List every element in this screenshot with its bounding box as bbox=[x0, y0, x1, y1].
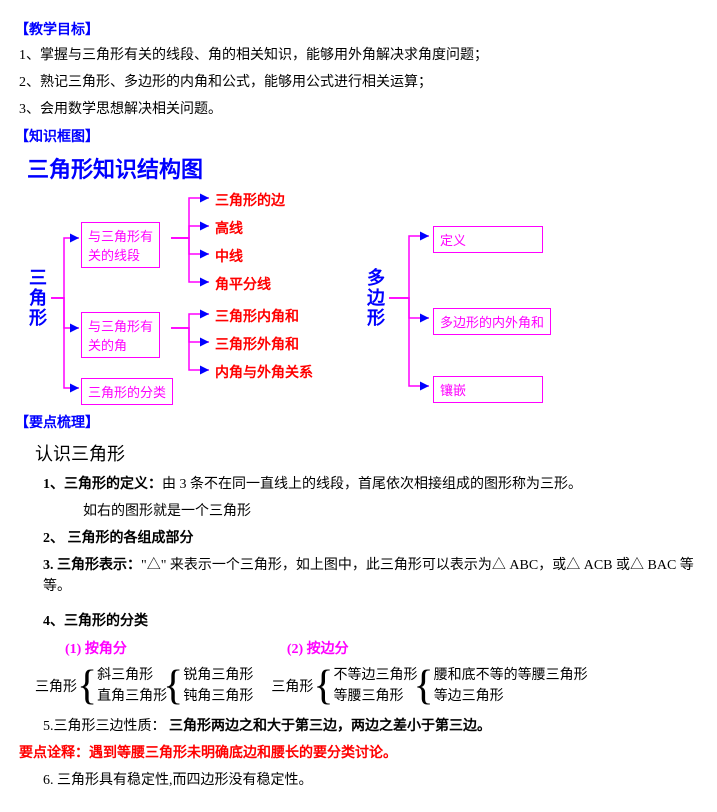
class-by-angle-label: (1) 按角分 bbox=[65, 638, 127, 658]
angle-l1-item: 斜三角形 bbox=[97, 665, 167, 686]
leaf-side: 三角形的边 bbox=[215, 190, 285, 210]
def-sub: 如右的图形就是一个三角形 bbox=[83, 501, 702, 522]
side-l1-item: 不等边三角形 bbox=[334, 665, 418, 686]
classify-line: 4、三角形的分类 bbox=[43, 611, 702, 632]
def-text: 由 3 条不在同一直线上的线段，首尾依次相接组成的图形称为三形。 bbox=[162, 477, 582, 492]
angle-classification: 三角形 { 斜三角形 直角三角形 { 锐角三角形 钝角三角形 bbox=[35, 662, 253, 710]
goal-item: 3、会用数学思想解决相关问题。 bbox=[19, 99, 702, 120]
leaf-altitude: 高线 bbox=[215, 218, 243, 238]
root-triangle-text: 三角形 bbox=[29, 268, 47, 328]
node-angles: 与三角形有 关的角 bbox=[81, 312, 160, 358]
node-classify: 三角形的分类 bbox=[81, 378, 173, 405]
sides-property: 5.三角形三边性质： 三角形两边之和大于第三边，两边之差小于第三边。 bbox=[43, 716, 702, 737]
def-label: 1、三角形的定义： bbox=[43, 477, 162, 492]
node-segments: 与三角形有 关的线段 bbox=[81, 222, 160, 268]
brace-icon: { bbox=[414, 662, 434, 710]
node-line: 关的角 bbox=[88, 335, 153, 354]
leaf-int-sum: 三角形内角和 bbox=[215, 306, 299, 326]
diagram-connectors bbox=[19, 188, 679, 408]
brace-icon: { bbox=[313, 662, 333, 710]
notation-line: 3. 三角形表示："△" 来表示一个三角形，如上图中，此三角形可以表示为△ AB… bbox=[43, 555, 702, 597]
side-l2-item: 腰和底不等的等腰三角形 bbox=[434, 665, 588, 686]
leaf-tessellation: 镶嵌 bbox=[433, 376, 543, 403]
leaf-bisector: 角平分线 bbox=[215, 274, 271, 294]
parts-line: 2、 三角形的各组成部分 bbox=[43, 528, 702, 549]
node-line: 关的线段 bbox=[88, 245, 153, 264]
recognize-title: 认识三角形 bbox=[35, 440, 702, 466]
sides-property-text: 三角形两边之和大于第三边，两边之差小于第三边。 bbox=[169, 719, 491, 734]
leaf-definition: 定义 bbox=[433, 226, 543, 253]
node-line: 与三角形有 bbox=[88, 316, 153, 335]
root-polygon-text: 多边形 bbox=[367, 268, 385, 328]
node-line: 与三角形有 bbox=[88, 226, 153, 245]
section-frame-header: 【知识框图】 bbox=[15, 126, 702, 146]
leaf-ext-sum: 三角形外角和 bbox=[215, 334, 299, 354]
notation-text: "△" 来表示一个三角形，如上图中，此三角形可以表示为△ ABC，或△ ACB … bbox=[43, 558, 694, 594]
root-triangle: 三角形 bbox=[29, 268, 47, 328]
leaf-median: 中线 bbox=[215, 246, 243, 266]
notation-label: 3. 三角形表示： bbox=[43, 558, 141, 573]
leaf-int-ext-rel: 内角与外角关系 bbox=[215, 362, 313, 382]
root-polygon: 多边形 bbox=[367, 268, 385, 328]
angle-l1-item: 直角三角形 bbox=[97, 686, 167, 707]
angle-root: 三角形 bbox=[35, 676, 77, 696]
angle-l2-item: 锐角三角形 bbox=[183, 665, 253, 686]
hot-note: 要点诠释：遇到等腰三角形未明确底边和腰长的要分类讨论。 bbox=[19, 743, 702, 764]
knowledge-diagram: 三角形 与三角形有 关的线段 与三角形有 关的角 三角形的分类 三角形的边 高线… bbox=[19, 188, 679, 408]
classification-row: 三角形 { 斜三角形 直角三角形 { 锐角三角形 钝角三角形 三角形 { 不等边… bbox=[35, 662, 702, 710]
goal-item: 2、熟记三角形、多边形的内角和公式，能够用公式进行相关运算； bbox=[19, 72, 702, 93]
diagram-title: 三角形知识结构图 bbox=[27, 152, 702, 184]
side-classification: 三角形 { 不等边三角形 等腰三角形 { 腰和底不等的等腰三角形 等边三角形 bbox=[271, 662, 587, 710]
section-goals-header: 【教学目标】 bbox=[15, 19, 702, 39]
leaf-poly-angle-sum: 多边形的内外角和 bbox=[433, 308, 551, 335]
class-by-side-label: (2) 按边分 bbox=[287, 638, 349, 658]
sides-property-label: 5.三角形三边性质： bbox=[43, 719, 166, 734]
side-l1-item: 等腰三角形 bbox=[334, 686, 418, 707]
brace-icon: { bbox=[163, 662, 183, 710]
side-root: 三角形 bbox=[271, 676, 313, 696]
section-points-header: 【要点梳理】 bbox=[15, 412, 702, 432]
def-line: 1、三角形的定义：由 3 条不在同一直线上的线段，首尾依次相接组成的图形称为三形… bbox=[43, 474, 702, 495]
side-l2-item: 等边三角形 bbox=[434, 686, 588, 707]
goal-item: 1、掌握与三角形有关的线段、角的相关知识，能够用外角解决求角度问题； bbox=[19, 45, 702, 66]
brace-icon: { bbox=[77, 662, 97, 710]
stability-line: 6. 三角形具有稳定性,而四边形没有稳定性。 bbox=[43, 770, 702, 791]
angle-l2-item: 钝角三角形 bbox=[183, 686, 253, 707]
